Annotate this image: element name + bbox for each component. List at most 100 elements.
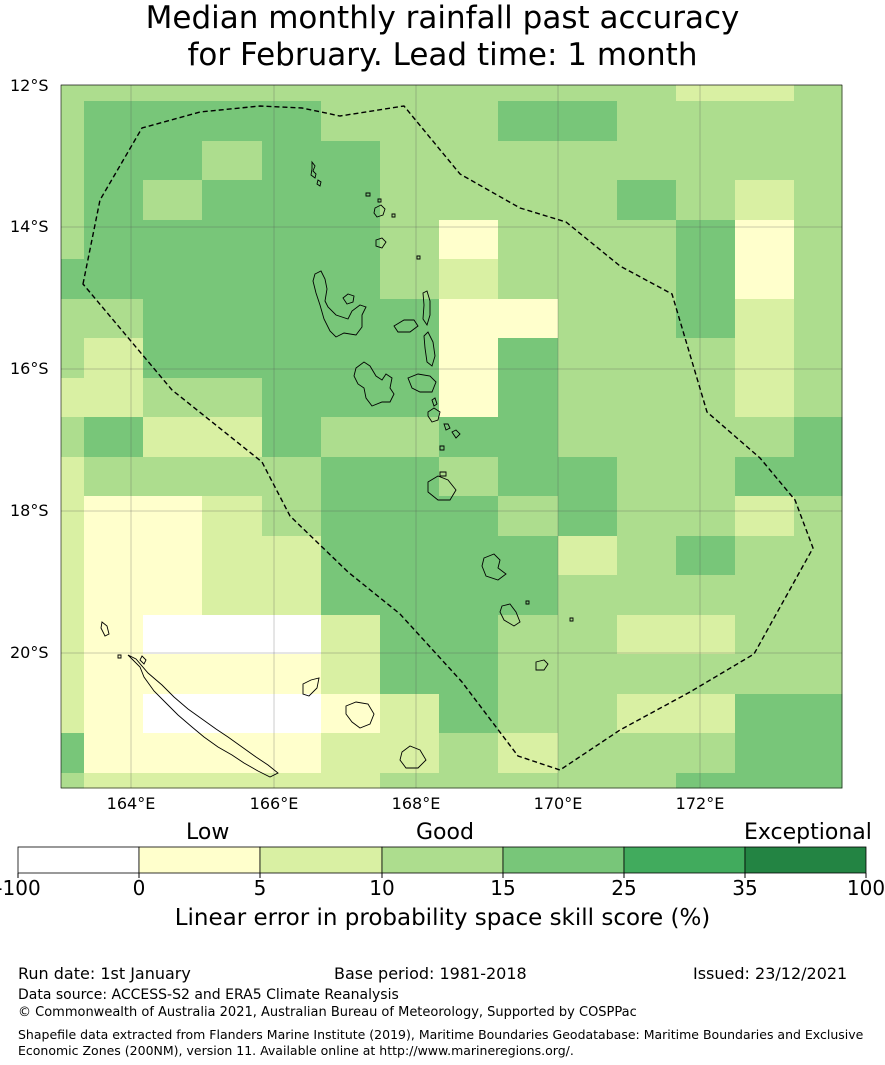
island — [127, 654, 279, 778]
island — [353, 361, 395, 407]
skill-cell — [676, 338, 736, 379]
colorbar-tick: 35 — [732, 876, 758, 900]
skill-cell — [794, 101, 843, 142]
skill-cell — [558, 338, 618, 379]
colorbar-segment — [138, 846, 261, 874]
island — [117, 654, 122, 659]
skill-cell — [202, 378, 263, 418]
skill-cell — [617, 101, 677, 142]
skill-cell — [143, 773, 203, 789]
island — [481, 553, 507, 581]
skill-cell — [735, 180, 795, 221]
skill-cell — [794, 496, 843, 537]
skill-cell — [202, 615, 263, 655]
skill-cell — [143, 536, 203, 576]
skill-cell — [794, 575, 843, 616]
skill-cell — [794, 773, 843, 789]
skill-cell — [439, 101, 499, 142]
skill-cell — [321, 85, 381, 102]
skill-cell — [84, 773, 144, 789]
skill-cell — [380, 101, 440, 142]
skill-cell — [61, 496, 85, 537]
skill-cell — [676, 536, 736, 576]
skill-cell — [498, 85, 559, 102]
skill-cell — [61, 180, 85, 221]
skill-cell — [558, 615, 618, 655]
skill-cell — [84, 496, 144, 537]
skill-cell — [439, 338, 499, 379]
skill-cell — [498, 338, 559, 379]
island — [427, 407, 441, 423]
skill-cell — [262, 338, 322, 379]
skill-cell — [84, 457, 144, 497]
skill-cell — [676, 733, 736, 774]
island — [499, 603, 521, 627]
skill-cell — [735, 496, 795, 537]
skill-cell — [735, 575, 795, 616]
skill-cell — [439, 141, 499, 181]
skill-cell — [202, 417, 263, 458]
skill-cell — [61, 299, 85, 339]
skill-cell — [439, 694, 499, 734]
skill-cell — [498, 101, 559, 142]
skill-cell — [439, 457, 499, 497]
skill-cell — [262, 259, 322, 300]
skill-cell — [262, 417, 322, 458]
skill-cell — [380, 299, 440, 339]
skill-cell — [380, 773, 440, 789]
colorbar-tick: 10 — [369, 876, 395, 900]
skill-cell — [439, 85, 499, 102]
skill-cell — [84, 259, 144, 300]
island — [451, 429, 461, 439]
skill-cell — [262, 457, 322, 497]
island — [399, 745, 427, 769]
skill-cell — [794, 299, 843, 339]
lon-label-164e: 164°E — [106, 794, 156, 813]
skill-cell — [794, 733, 843, 774]
skill-cell — [558, 536, 618, 576]
skill-cell — [558, 101, 618, 142]
skill-cell — [143, 85, 203, 102]
skill-cell — [143, 299, 203, 339]
skill-cell — [61, 457, 85, 497]
skill-cell — [380, 417, 440, 458]
colorbar-tick: 0 — [132, 876, 146, 900]
skill-cell — [794, 457, 843, 497]
skill-cell — [617, 378, 677, 418]
skill-cell — [498, 299, 559, 339]
skill-cell — [321, 536, 381, 576]
skill-cell — [676, 141, 736, 181]
skill-cell — [676, 457, 736, 497]
skill-cell — [202, 654, 263, 695]
skill-cell — [143, 575, 203, 616]
skill-cell — [380, 694, 440, 734]
skill-cell — [439, 773, 499, 789]
base-period: Base period: 1981-2018 — [334, 964, 527, 983]
skill-cell — [558, 417, 618, 458]
island — [316, 179, 322, 187]
skill-cell — [558, 457, 618, 497]
skill-cell — [498, 180, 559, 221]
skill-cell — [498, 615, 559, 655]
skill-cell — [617, 773, 677, 789]
skill-cell — [676, 773, 736, 789]
skill-cell — [439, 654, 499, 695]
skill-cell — [380, 259, 440, 300]
skill-cell — [558, 496, 618, 537]
skill-cell — [84, 338, 144, 379]
skill-cell — [143, 141, 203, 181]
skill-cell — [61, 378, 85, 418]
skill-cell — [735, 141, 795, 181]
skill-cell — [380, 141, 440, 181]
skill-cell — [321, 141, 381, 181]
island — [443, 423, 451, 431]
run-date: Run date: 1st January — [18, 964, 191, 983]
skill-cell — [143, 338, 203, 379]
colorbar-tick: 5 — [253, 876, 267, 900]
skill-cell — [380, 654, 440, 695]
skill-cell — [498, 378, 559, 418]
lat-label-20s: 20°S — [10, 643, 49, 662]
skill-cell — [380, 220, 440, 260]
skill-cell — [202, 733, 263, 774]
skill-cell — [498, 417, 559, 458]
